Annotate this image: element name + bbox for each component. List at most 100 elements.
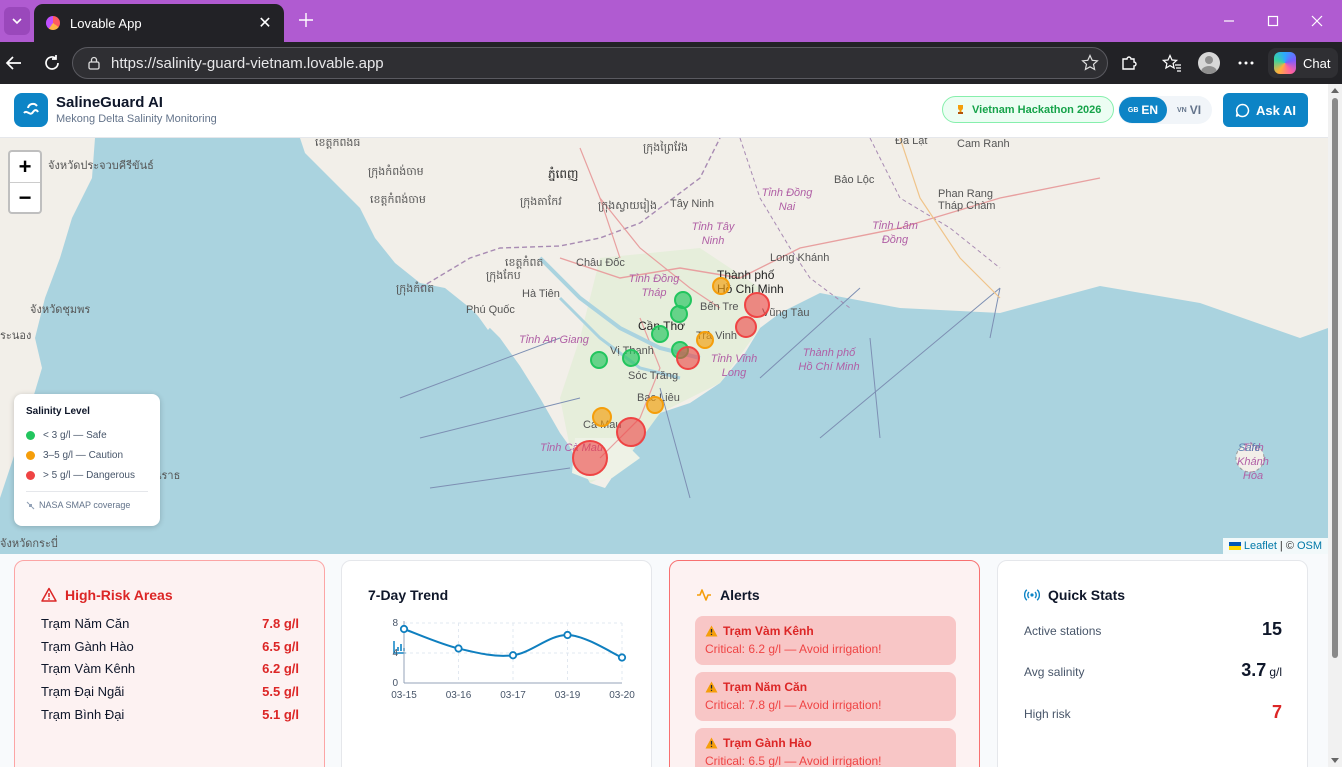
- map-label-tinh-an-giang: Tỉnh An Giang: [519, 334, 589, 346]
- map-label-kh-1: ក្រុងកំពង់ចាម: [368, 166, 424, 178]
- alert-item[interactable]: Trạm Gành Hào Critical: 6.5 g/l — Avoid …: [695, 728, 956, 767]
- hackathon-badge: Vietnam Hackathon 2026: [942, 96, 1115, 123]
- station-marker[interactable]: [592, 407, 612, 427]
- map-label-phnom-penh: ភ្នំពេញ: [548, 167, 579, 181]
- reload-icon: [45, 55, 59, 70]
- extensions-button[interactable]: [1117, 51, 1141, 75]
- y-tick-label: 8: [392, 618, 398, 629]
- map-label-kh-2: ក្រុងតាកែវ: [520, 196, 562, 208]
- list-item: Trạm Gành Hào 6.5 g/l: [41, 639, 299, 654]
- station-marker[interactable]: [616, 417, 646, 447]
- language-switch: GB EN VN VI: [1118, 96, 1212, 124]
- map-label-vung-tau: Vũng Tàu: [762, 307, 810, 319]
- station-marker[interactable]: [670, 305, 688, 323]
- favorite-star-button[interactable]: [1081, 54, 1099, 77]
- browser-address-bar: https://salinity-guard-vietnam.lovable.a…: [0, 42, 1342, 84]
- scroll-up-arrow[interactable]: [1331, 88, 1339, 93]
- lang-en-label: EN: [1141, 103, 1159, 117]
- map-label-cam-ranh: Cam Ranh: [957, 138, 1010, 150]
- x-tick-label: 03-17: [500, 690, 526, 701]
- station-marker[interactable]: [744, 292, 770, 318]
- map-label-soc-trang: Sóc Trăng: [628, 370, 679, 382]
- trend-header: 7-Day Trend: [368, 587, 449, 654]
- close-window-button[interactable]: [1306, 10, 1328, 32]
- app-title: SalineGuard AI: [56, 94, 163, 111]
- trophy-icon: [958, 105, 963, 114]
- map-label-long-khanh: Long Khánh: [770, 252, 830, 264]
- leaflet-link[interactable]: Leaflet: [1243, 540, 1277, 552]
- avg-salinity-unit: g/l: [1269, 665, 1282, 679]
- zoom-in-button[interactable]: +: [18, 154, 32, 179]
- profile-button[interactable]: [1197, 51, 1221, 75]
- scroll-down-arrow[interactable]: [1331, 758, 1339, 763]
- station-marker[interactable]: [590, 351, 608, 369]
- map-label-tinh-vinh-long: Tỉnh Vĩnh Long: [710, 353, 758, 379]
- risk-station-name: Trạm Đại Ngãi: [41, 684, 125, 699]
- stat-label: High risk: [1024, 707, 1071, 721]
- map-label-th-1: จังหวัดประจวบคีรีขันธ์: [48, 160, 154, 172]
- zoom-control: + −: [8, 150, 42, 214]
- station-marker[interactable]: [676, 346, 700, 370]
- map-label-safe-sea: Safe: [1238, 442, 1261, 454]
- scroll-thumb[interactable]: [1332, 98, 1338, 658]
- station-marker[interactable]: [735, 316, 757, 338]
- legend-safe-label: < 3 g/l — Safe: [43, 429, 107, 441]
- lang-en-button[interactable]: GB EN: [1119, 97, 1167, 123]
- map-label-th-4: นราธ: [154, 470, 181, 482]
- alert-item[interactable]: Trạm Vàm Kênh Critical: 6.2 g/l — Avoid …: [695, 616, 956, 665]
- ask-ai-button[interactable]: Ask AI: [1223, 93, 1308, 127]
- back-button[interactable]: [2, 51, 26, 75]
- alert-item[interactable]: Trạm Năm Căn Critical: 7.8 g/l — Avoid i…: [695, 672, 956, 721]
- browser-tab[interactable]: Lovable App ✕: [34, 4, 284, 42]
- zoom-out-button[interactable]: −: [10, 182, 40, 212]
- map-label-da-lat: Đà Lạt: [895, 138, 928, 147]
- map-label-chau-doc: Châu Đốc: [576, 257, 625, 269]
- salinity-legend: Salinity Level < 3 g/l — Safe 3–5 g/l — …: [14, 394, 160, 526]
- station-marker[interactable]: [696, 331, 714, 349]
- station-marker[interactable]: [572, 440, 608, 476]
- list-item: Trạm Bình Đại 5.1 g/l: [41, 707, 299, 722]
- alert-title-row: Trạm Vàm Kênh: [705, 624, 946, 638]
- maximize-button[interactable]: [1262, 10, 1284, 32]
- trend-card: 7-Day Trend 0 4 8 03-15 03-16 03-17 03-19 03-20: [341, 560, 652, 767]
- osm-link[interactable]: OSM: [1296, 540, 1322, 552]
- map-label-tp-hcm-sea: Thành phố Hồ Chí Minh: [798, 347, 860, 373]
- new-tab-button[interactable]: [295, 9, 317, 31]
- trend-title: 7-Day Trend: [368, 587, 449, 603]
- copilot-chat-button[interactable]: Chat: [1268, 48, 1338, 78]
- legend-title: Salinity Level: [26, 406, 90, 417]
- alerts-title: Alerts: [720, 587, 760, 603]
- map-label-kh-3: ក្រុងកំពត: [396, 283, 435, 295]
- close-icon[interactable]: ✕: [258, 15, 272, 32]
- lang-vi-button[interactable]: VN VI: [1167, 97, 1211, 123]
- station-marker[interactable]: [622, 349, 640, 367]
- more-options-button[interactable]: [1234, 51, 1258, 75]
- map-label-phan-rang: Phan Rang Tháp Chàm: [938, 188, 996, 212]
- green-dot-icon: [26, 430, 35, 440]
- map-label-kh-7: ក្រុងកែប: [486, 270, 521, 282]
- arrow-left-icon: [5, 56, 21, 70]
- page-scrollbar[interactable]: [1328, 84, 1342, 767]
- map-label-th-5: จังหวัดกระบี่: [0, 538, 58, 550]
- map-label-ben-tre: Bến Tre: [700, 301, 739, 313]
- alerts-header: Alerts: [696, 587, 760, 603]
- warning-icon: [705, 737, 718, 749]
- map-label-kh-5: ក្រុងស្វាយរៀង: [598, 200, 657, 212]
- map-label-ho-chi-minh: Thành phố Hồ Chí Minh: [717, 268, 784, 296]
- map-label-bao-loc: Bảo Lộc: [834, 174, 875, 186]
- station-marker[interactable]: [646, 396, 664, 414]
- url-input[interactable]: https://salinity-guard-vietnam.lovable.a…: [72, 47, 1108, 79]
- legend-footer: NASA SMAP coverage: [26, 491, 148, 510]
- puzzle-icon: [1122, 56, 1137, 70]
- star-icon: [1081, 54, 1099, 71]
- tab-list-button[interactable]: [4, 7, 30, 35]
- x-tick-label: 03-19: [555, 690, 581, 701]
- salinity-map[interactable]: Thành phố Hồ Chí Minh Tây Ninh Đà Lạt Cam…: [0, 138, 1328, 554]
- stat-active-stations: Active stations 15: [1024, 619, 1282, 640]
- reload-button[interactable]: [40, 51, 64, 75]
- station-marker[interactable]: [712, 277, 730, 295]
- minimize-button[interactable]: [1218, 10, 1240, 32]
- favorites-button[interactable]: [1160, 51, 1184, 75]
- trend-data-point: [508, 651, 518, 660]
- station-marker[interactable]: [651, 325, 669, 343]
